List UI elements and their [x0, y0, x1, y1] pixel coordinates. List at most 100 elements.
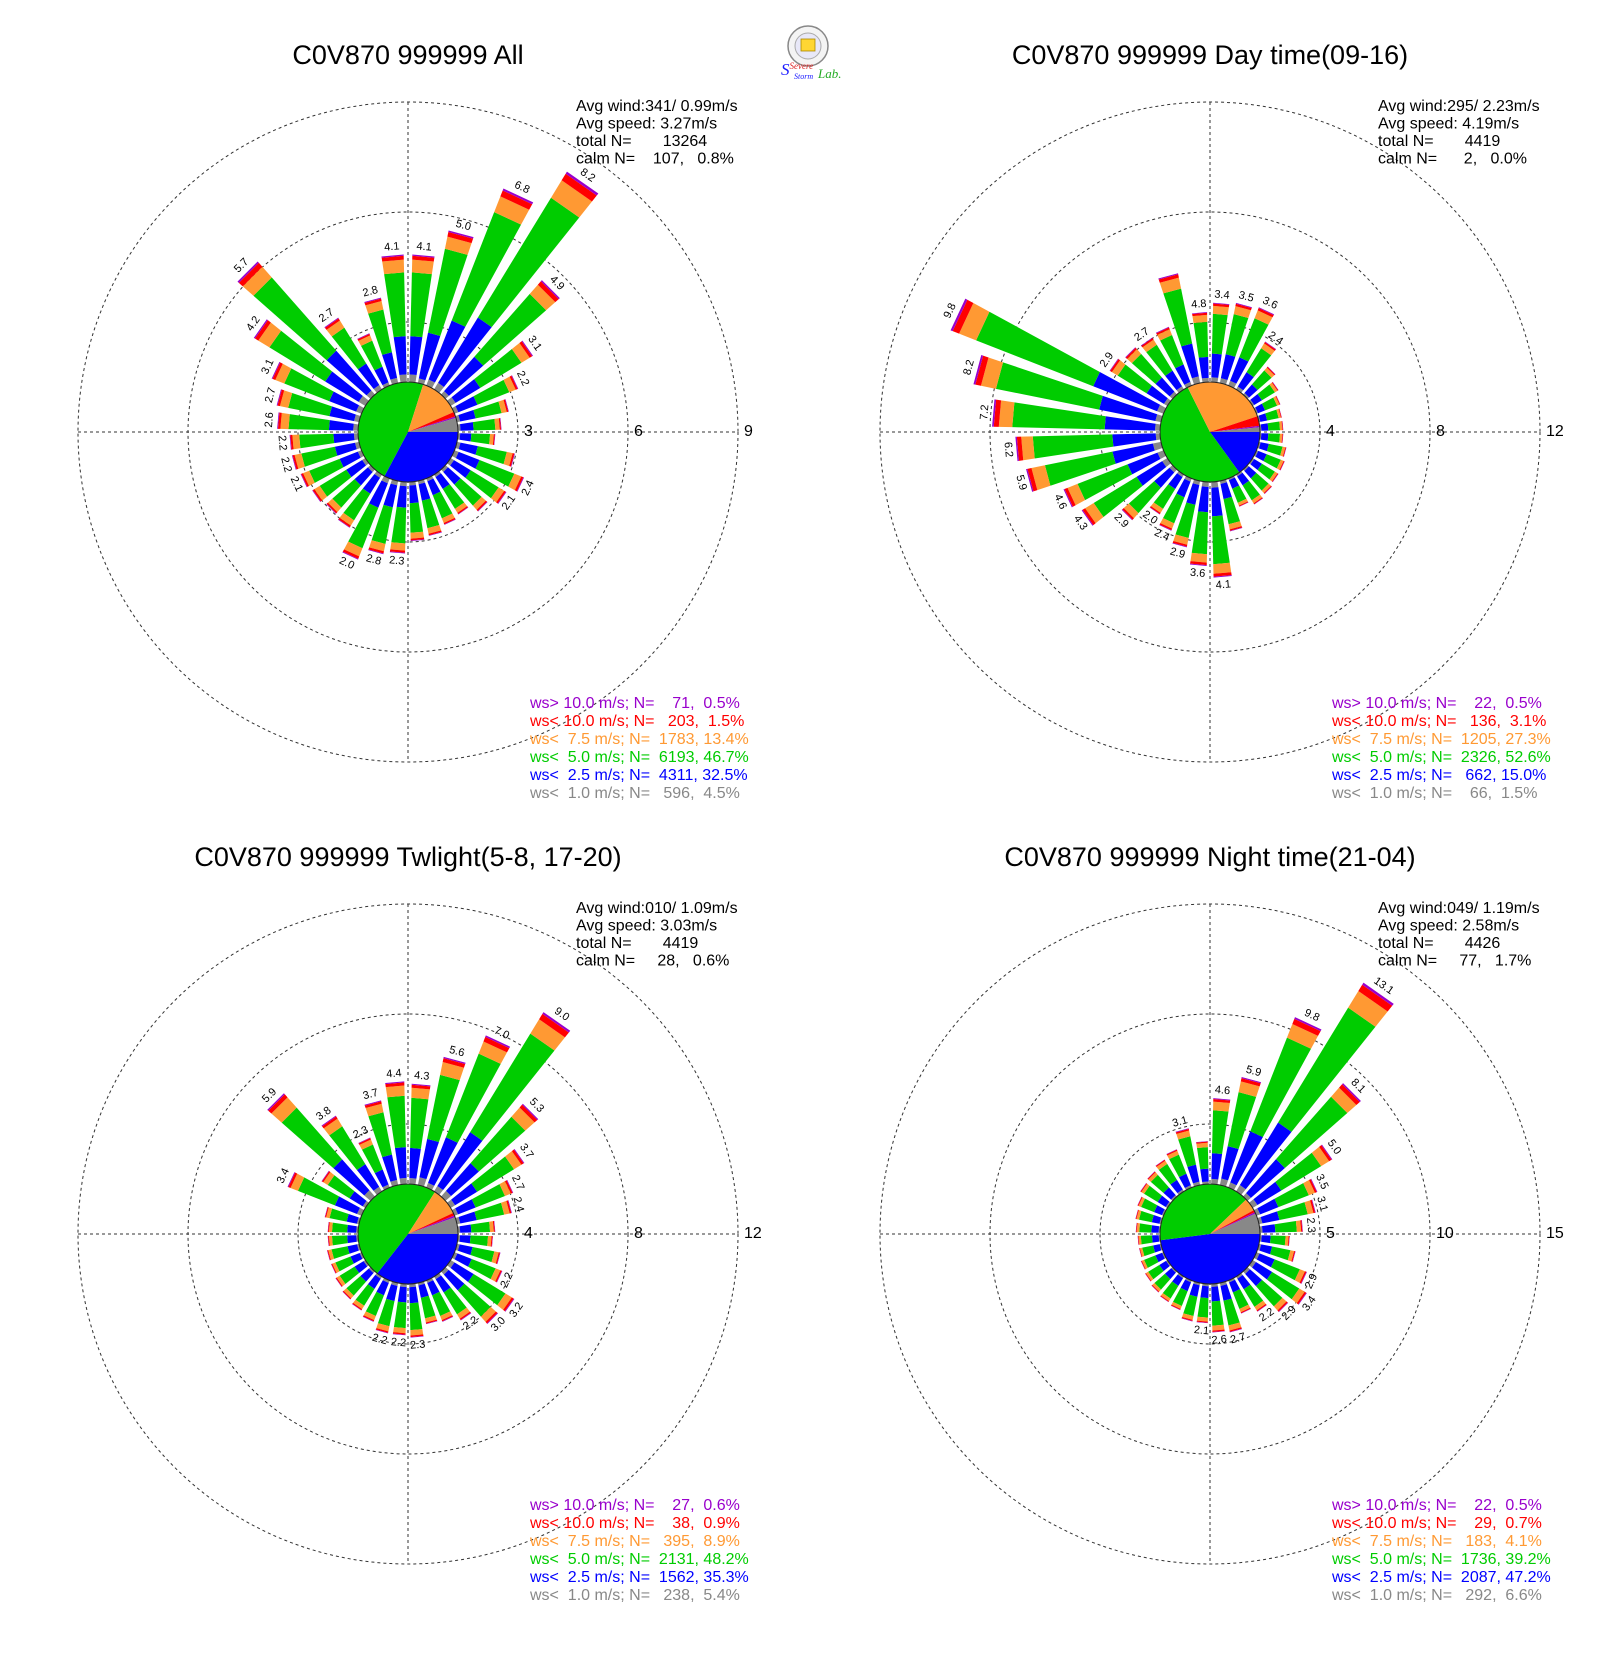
wind-bar-segment [1279, 433, 1283, 443]
bar-label: 3.7 [362, 1087, 380, 1103]
wind-bar-segment [328, 1235, 333, 1246]
bar-label: 4.6 [1214, 1084, 1230, 1097]
wind-bar-segment [441, 1267, 449, 1275]
wind-bar-segment [1249, 1260, 1256, 1268]
wind-bar-segment [393, 1327, 406, 1334]
wind-bar-segment [426, 1320, 438, 1325]
wind-bar-segment [382, 352, 398, 380]
wind-bar-segment [393, 1301, 407, 1329]
wind-bar-segment [1266, 1271, 1300, 1300]
wind-bar-segment [1161, 1209, 1167, 1216]
wind-bar-segment [507, 1200, 512, 1214]
wind-bar-segment [551, 180, 592, 218]
wind-bar-segment [1175, 364, 1191, 385]
wind-bar-segment [364, 298, 382, 306]
info-avg-wind: Avg wind:295/ 2.23m/s [1378, 98, 1540, 115]
info-calm-n: calm N= 107, 0.8% [576, 151, 734, 168]
wind-bar-segment [457, 506, 469, 515]
wind-bar-segment [1141, 1260, 1146, 1270]
wind-bar [447, 458, 507, 504]
wind-bar-segment [1140, 1183, 1148, 1193]
pie-slice [1187, 381, 1258, 432]
wind-bar-segment [289, 434, 292, 450]
wind-bar-segment [1082, 508, 1096, 526]
wind-bar-segment [1229, 1279, 1241, 1293]
wind-bar-segment [1067, 483, 1086, 506]
wind-bar-segment [1213, 562, 1232, 574]
wind-bar [417, 1281, 438, 1325]
wind-bar-segment [458, 507, 469, 515]
wind-bar-segment [434, 471, 441, 478]
bar-label: 4.1 [384, 240, 400, 253]
wind-bar-segment [1291, 1250, 1296, 1262]
bar-label: 2.1 [1193, 1324, 1209, 1337]
wind-bar [417, 230, 474, 385]
wind-bar-segment [363, 1260, 369, 1267]
wind-bar-segment [465, 470, 499, 499]
wind-bar-segment [1201, 481, 1209, 488]
wind-bar-segment [284, 368, 334, 402]
wind-bar-segment [458, 442, 478, 455]
wind-bar-segment [1192, 312, 1208, 315]
wind-bar-segment [1292, 1018, 1321, 1036]
wind-bar-segment [455, 1199, 476, 1215]
wind-bar-segment [1151, 1285, 1159, 1293]
wind-bar-segment [1156, 327, 1170, 336]
wind-bar-segment [454, 478, 482, 506]
wind-bar-segment [1138, 1210, 1154, 1223]
bar-label: 5.9 [1013, 474, 1029, 492]
wind-bar-segment [355, 1284, 375, 1306]
wind-bar-segment [1294, 1017, 1322, 1032]
wind-bar-segment [483, 1036, 510, 1053]
bar-label: 2.1 [288, 475, 305, 494]
wind-bar [324, 317, 382, 393]
wind-bar-segment [427, 1280, 440, 1296]
wind-bar-segment [1258, 442, 1269, 452]
wind-bar-segment [441, 513, 455, 524]
wind-bar [364, 1100, 399, 1187]
logo-text-severe: SSevere [781, 60, 813, 79]
wind-bar [451, 375, 519, 414]
wind-bar-segment [385, 1081, 405, 1085]
wind-bar-segment [1131, 353, 1162, 384]
wind-bar-segment [350, 1252, 363, 1264]
bar-label: 6.2 [1002, 442, 1015, 458]
wind-bar [1219, 1281, 1243, 1333]
bar-label: 6.8 [512, 179, 531, 196]
wind-bar-segment [1021, 436, 1035, 461]
wind-bar-segment [499, 1181, 511, 1196]
bar-label: 3.1 [1171, 1114, 1189, 1130]
wind-bar-segment [382, 259, 405, 275]
wind-bar-segment [410, 539, 425, 542]
wind-bar-segment [366, 390, 375, 399]
wind-bar-segment [1085, 503, 1104, 524]
legend-entry: ws< 10.0 m/s; N= 203, 1.5% [529, 713, 744, 730]
wind-bar-segment [375, 1273, 382, 1279]
info-avg-wind: Avg wind:010/ 1.09m/s [576, 900, 738, 917]
wind-bar-segment [1123, 503, 1139, 519]
legend-entry: ws< 7.5 m/s; N= 183, 4.1% [1331, 1533, 1542, 1550]
wind-bar-segment [353, 433, 359, 441]
wind-bar-segment [272, 362, 283, 380]
wind-bar-segment [1140, 1183, 1147, 1192]
wind-bar-segment [1012, 402, 1106, 430]
wind-bar-segment [324, 317, 339, 328]
wind-bar-segment [329, 406, 356, 422]
wind-bar-segment [470, 1033, 555, 1141]
wind-bar-segment [1169, 1154, 1187, 1178]
pie-slice [1210, 1199, 1254, 1234]
wind-bar-segment [1170, 1179, 1183, 1194]
wind-bar-segment [368, 1267, 375, 1274]
wind-bar-segment [357, 333, 370, 340]
wind-bar-segment [451, 1208, 459, 1216]
wind-bar-segment [503, 1297, 514, 1312]
wind-bar [451, 450, 525, 492]
wind-bar-segment [1099, 395, 1158, 421]
speed-pie [357, 381, 459, 483]
pie-slice [357, 382, 424, 477]
wind-bar-segment [1196, 1141, 1208, 1143]
wind-bar [342, 475, 390, 560]
wind-bar-segment [454, 1253, 472, 1267]
wind-bar-segment [335, 1277, 343, 1287]
wind-bar-segment [455, 451, 480, 469]
